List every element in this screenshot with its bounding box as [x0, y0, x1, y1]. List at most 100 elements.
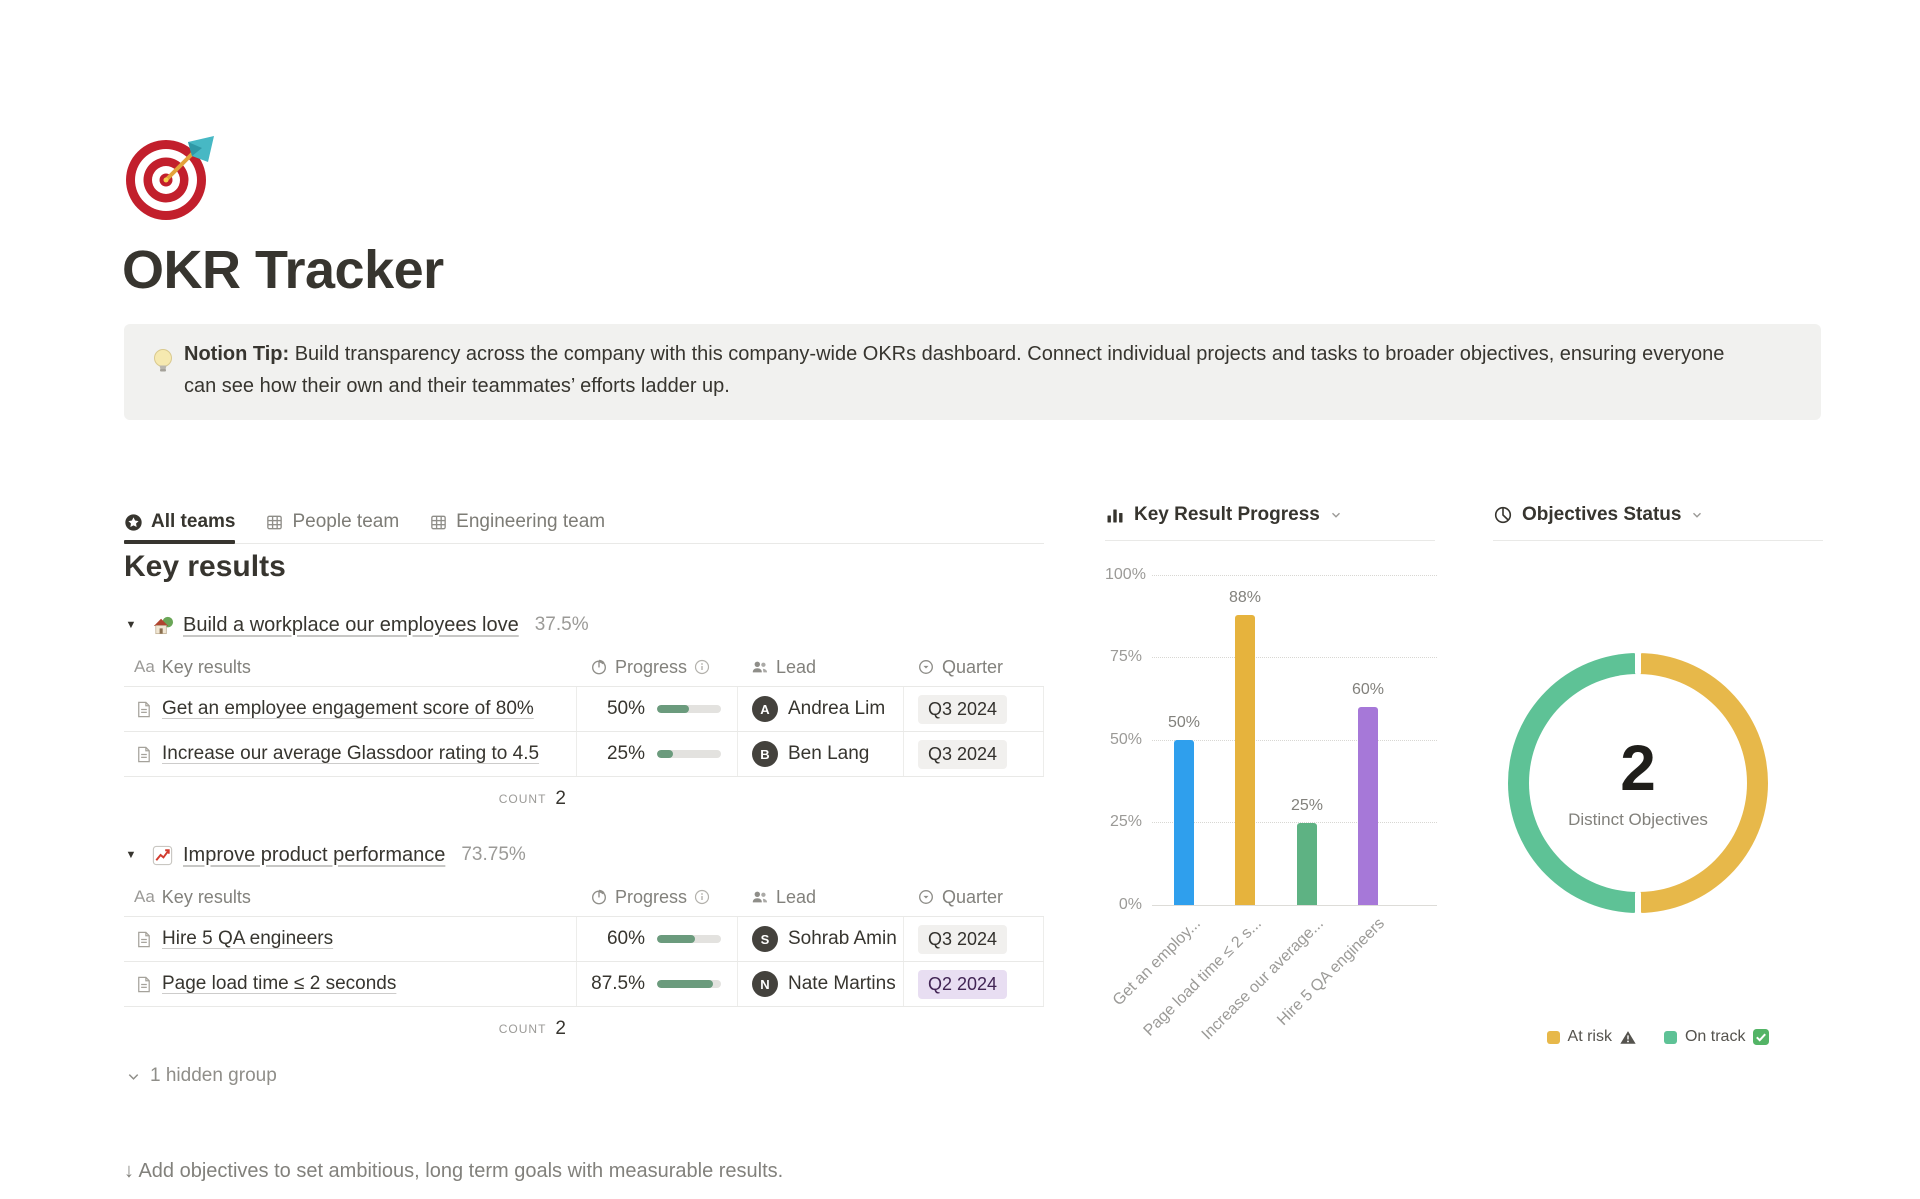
chart-legend: At risk On track: [1493, 1028, 1823, 1046]
y-axis-tick: 25%: [1109, 813, 1142, 830]
key-results-section: All teams People team Engineering team K…: [124, 500, 1044, 1199]
group-title-link[interactable]: Improve product performance: [183, 843, 446, 866]
page-icon: [138, 976, 150, 992]
chevron-down-icon: [1331, 512, 1340, 518]
group-title-link[interactable]: Build a workplace our employees love: [183, 613, 519, 636]
column-header-progress[interactable]: Progress: [576, 657, 737, 678]
select-property-icon: [919, 660, 933, 674]
objectives-status-chart: Objectives Status 2 Distinct Objectives …: [1493, 500, 1823, 1080]
progress-bar: [657, 980, 721, 988]
table-header: Aa Key results Progress Lead Quarter: [124, 878, 1044, 917]
tab-people-team[interactable]: People team: [265, 500, 399, 544]
page-icon: [138, 701, 150, 717]
check-icon: [1753, 1029, 1770, 1045]
lead-cell: A Andrea Lim: [737, 687, 903, 731]
group-collapse-toggle[interactable]: ▼: [125, 849, 137, 861]
tab-label: Engineering team: [456, 511, 606, 532]
avatar: N: [752, 971, 778, 997]
key-result-row[interactable]: Page load time ≤ 2 seconds 87.5% N Nate …: [124, 962, 1044, 1007]
bar-value-label: 60%: [1351, 681, 1385, 698]
column-header-progress[interactable]: Progress: [576, 887, 737, 908]
tab-engineering-team[interactable]: Engineering team: [429, 500, 605, 544]
count-value: 2: [555, 1018, 566, 1039]
column-label: Quarter: [942, 886, 1004, 907]
lead-cell: N Nate Martins: [737, 962, 903, 1006]
tab-label: All teams: [151, 511, 236, 532]
column-header-name[interactable]: Aa Key results: [124, 887, 576, 908]
star-circle-icon: [125, 513, 142, 531]
column-header-quarter[interactable]: Quarter: [903, 657, 1044, 678]
progress-bar: [657, 750, 721, 758]
legend-label: At risk: [1567, 1028, 1612, 1045]
hidden-group-toggle[interactable]: 1 hidden group: [126, 1065, 277, 1087]
callout-text: Notion Tip: Build transparency across th…: [184, 338, 1751, 402]
lead-cell: B Ben Lang: [737, 732, 903, 776]
callout-bold-prefix: Notion Tip:: [184, 343, 290, 365]
column-label: Key results: [161, 886, 251, 907]
warning-icon: [1620, 1030, 1636, 1044]
count-footer[interactable]: COUNT 2: [124, 1007, 576, 1051]
group-collapse-toggle[interactable]: ▼: [125, 619, 137, 631]
chart-view-selector[interactable]: Objectives Status: [1493, 500, 1704, 530]
key-results-table-1: Aa Key results Progress Lead Quarter Get…: [124, 648, 1044, 821]
page-icon: [138, 931, 150, 947]
tab-label: People team: [292, 511, 400, 532]
progress-gauge-icon: [592, 889, 606, 905]
chevron-down-icon: [128, 1073, 139, 1080]
select-property-icon: [919, 890, 933, 904]
page-icon-target[interactable]: [122, 126, 222, 226]
table-header: Aa Key results Progress Lead Quarter: [124, 648, 1044, 687]
bar-chart-icon: [1107, 509, 1123, 523]
key-result-link[interactable]: Hire 5 QA engineers: [162, 928, 334, 949]
bar-get-an-employee: [1174, 740, 1194, 905]
key-result-link[interactable]: Get an employee engagement score of 80%: [162, 698, 534, 719]
gridline: [1152, 740, 1437, 741]
legend-at-risk[interactable]: At risk: [1546, 1028, 1636, 1046]
key-result-row[interactable]: Increase our average Glassdoor rating to…: [124, 732, 1044, 777]
donut-chart: [1508, 653, 1768, 913]
add-objectives-hint: ↓ Add objectives to set ambitious, long …: [124, 1160, 784, 1182]
table-icon: [267, 515, 283, 529]
key-result-row[interactable]: Hire 5 QA engineers 60% S Sohrab Amin Q3…: [124, 917, 1044, 962]
bar-page-load-time: [1235, 614, 1255, 905]
info-icon: [694, 889, 710, 905]
count-label: COUNT: [498, 792, 547, 806]
quarter-badge: Q3 2024: [918, 739, 1008, 769]
legend-swatch: [1546, 1030, 1560, 1044]
table-icon: [431, 515, 446, 529]
lead-name: Nate Martins: [788, 973, 896, 994]
avatar: S: [752, 926, 778, 952]
column-header-name[interactable]: Aa Key results: [124, 657, 576, 678]
bar-value-label: 50%: [1167, 714, 1201, 731]
key-result-link[interactable]: Page load time ≤ 2 seconds: [162, 973, 397, 994]
legend-label: On track: [1684, 1028, 1746, 1045]
legend-on-track[interactable]: On track: [1663, 1028, 1770, 1046]
quarter-cell: Q2 2024: [903, 962, 1044, 1006]
quarter-cell: Q3 2024: [903, 732, 1044, 776]
column-header-quarter[interactable]: Quarter: [903, 887, 1044, 908]
hidden-group-label: 1 hidden group: [150, 1065, 277, 1086]
count-label: COUNT: [498, 1022, 547, 1036]
chart-view-selector[interactable]: Key Result Progress: [1105, 500, 1343, 530]
chevron-down-icon: [1693, 512, 1702, 518]
quarter-badge: Q3 2024: [918, 924, 1008, 954]
column-header-lead[interactable]: Lead: [737, 887, 903, 908]
key-result-link[interactable]: Increase our average Glassdoor rating to…: [162, 743, 540, 764]
column-header-lead[interactable]: Lead: [737, 657, 903, 678]
callout-body: Build transparency across the company wi…: [184, 343, 1725, 397]
column-label: Quarter: [942, 656, 1004, 677]
group-percent: 37.5%: [534, 614, 589, 635]
count-footer[interactable]: COUNT 2: [124, 777, 576, 821]
progress-cell: 60%: [576, 917, 737, 961]
column-label: Progress: [615, 886, 688, 907]
lead-name: Andrea Lim: [788, 698, 886, 719]
view-tabs: All teams People team Engineering team: [124, 500, 1044, 544]
y-axis-tick: 0%: [1118, 896, 1142, 913]
gridline: [1152, 575, 1437, 576]
column-label: Progress: [615, 656, 688, 677]
column-label: Lead: [776, 886, 817, 907]
tab-all-teams[interactable]: All teams: [124, 500, 236, 544]
legend-swatch: [1663, 1030, 1677, 1044]
column-label: Lead: [776, 656, 817, 677]
key-result-row[interactable]: Get an employee engagement score of 80% …: [124, 687, 1044, 732]
